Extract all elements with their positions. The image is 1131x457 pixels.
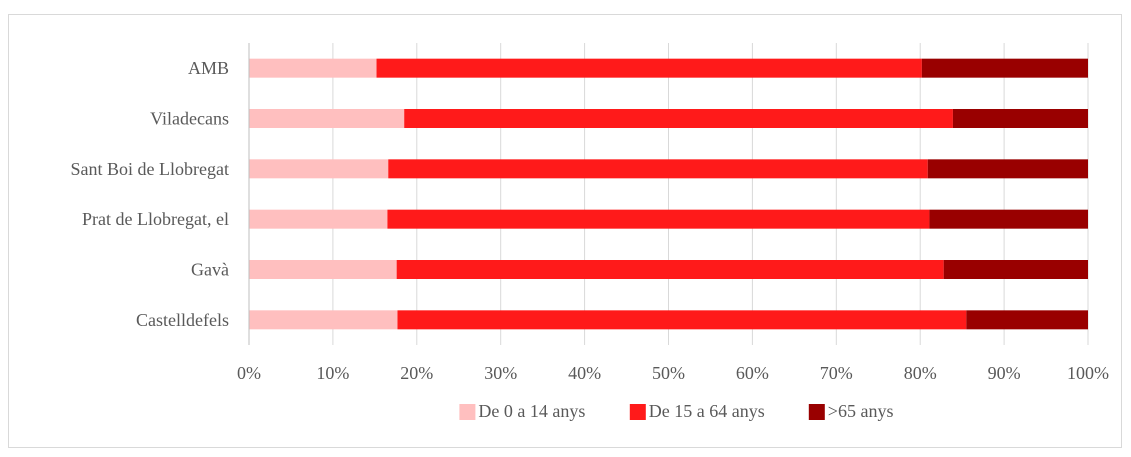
bar-segment xyxy=(966,310,1088,330)
bar-segment xyxy=(929,209,1088,229)
legend-swatch xyxy=(459,404,476,420)
x-tick-label: 100% xyxy=(1067,363,1109,383)
x-tick-label: 40% xyxy=(568,363,601,383)
legend-item: De 15 a 64 anys xyxy=(629,401,765,421)
bar-segment xyxy=(249,58,377,78)
bar-segment xyxy=(249,159,389,179)
bar-segment xyxy=(249,109,405,128)
category-label: Gavà xyxy=(191,260,229,280)
category-label: Viladecans xyxy=(150,109,229,129)
bar-segment xyxy=(943,260,1088,279)
legend-label: De 15 a 64 anys xyxy=(649,401,765,421)
x-tick-label: 50% xyxy=(652,363,685,383)
bars xyxy=(249,58,1088,330)
bar-segment xyxy=(388,159,928,179)
bar-segment xyxy=(927,159,1088,179)
legend: De 0 a 14 anys De 15 a 64 anys >65 anys xyxy=(459,401,893,421)
category-label: Sant Boi de Llobregat xyxy=(71,159,229,179)
category-label: AMB xyxy=(188,58,229,78)
bar-segment xyxy=(404,109,953,128)
x-tick-label: 60% xyxy=(736,363,769,383)
x-tick-label: 70% xyxy=(820,363,853,383)
bar-segment xyxy=(921,58,1088,78)
bar-segment xyxy=(249,310,398,330)
x-tick-label: 80% xyxy=(904,363,937,383)
category-label: Castelldefels xyxy=(136,310,229,330)
bar-segment xyxy=(397,310,967,330)
legend-item: De 0 a 14 anys xyxy=(459,401,585,421)
stacked-bar-chart: AMB Viladecans Sant Boi de Llobregat Prat d… xyxy=(71,43,1109,421)
x-tick-label: 10% xyxy=(316,363,349,383)
grid-lines xyxy=(248,43,1089,345)
legend-label: >65 anys xyxy=(828,401,894,421)
bar-segment xyxy=(249,260,397,279)
legend-label: De 0 a 14 anys xyxy=(478,401,585,421)
bar-segment xyxy=(396,260,944,279)
x-tick-label: 20% xyxy=(400,363,433,383)
x-tick-label: 0% xyxy=(237,363,261,383)
legend-swatch xyxy=(629,404,646,420)
bar-segment xyxy=(249,209,388,229)
chart-area: AMB Viladecans Sant Boi de Llobregat Prat d… xyxy=(8,14,1122,448)
category-label: Prat de Llobregat, el xyxy=(82,209,229,229)
x-tick-label: 30% xyxy=(484,363,517,383)
legend-item: >65 anys xyxy=(808,401,894,421)
x-tick-label: 90% xyxy=(988,363,1021,383)
bar-segment xyxy=(952,109,1088,128)
legend-swatch xyxy=(808,404,825,420)
x-tick-labels: 0% 10% 20% 30% 40% 50% 60% 70% 80% 90% 100% xyxy=(237,363,1109,383)
category-labels: AMB Viladecans Sant Boi de Llobregat Prat d… xyxy=(71,58,229,330)
bar-segment xyxy=(376,58,922,78)
bar-segment xyxy=(387,209,930,229)
